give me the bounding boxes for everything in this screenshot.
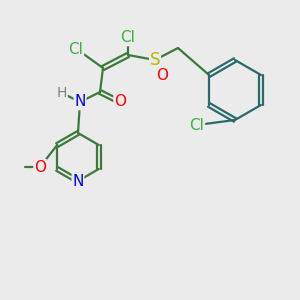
Text: O: O: [114, 94, 126, 110]
Text: S: S: [150, 51, 160, 69]
Text: O: O: [34, 160, 46, 175]
Text: O: O: [156, 68, 168, 83]
Text: Cl: Cl: [121, 31, 135, 46]
Text: H: H: [57, 86, 67, 100]
Text: Cl: Cl: [190, 118, 204, 133]
Text: N: N: [72, 173, 84, 188]
Text: N: N: [74, 94, 86, 110]
Text: Cl: Cl: [69, 43, 83, 58]
